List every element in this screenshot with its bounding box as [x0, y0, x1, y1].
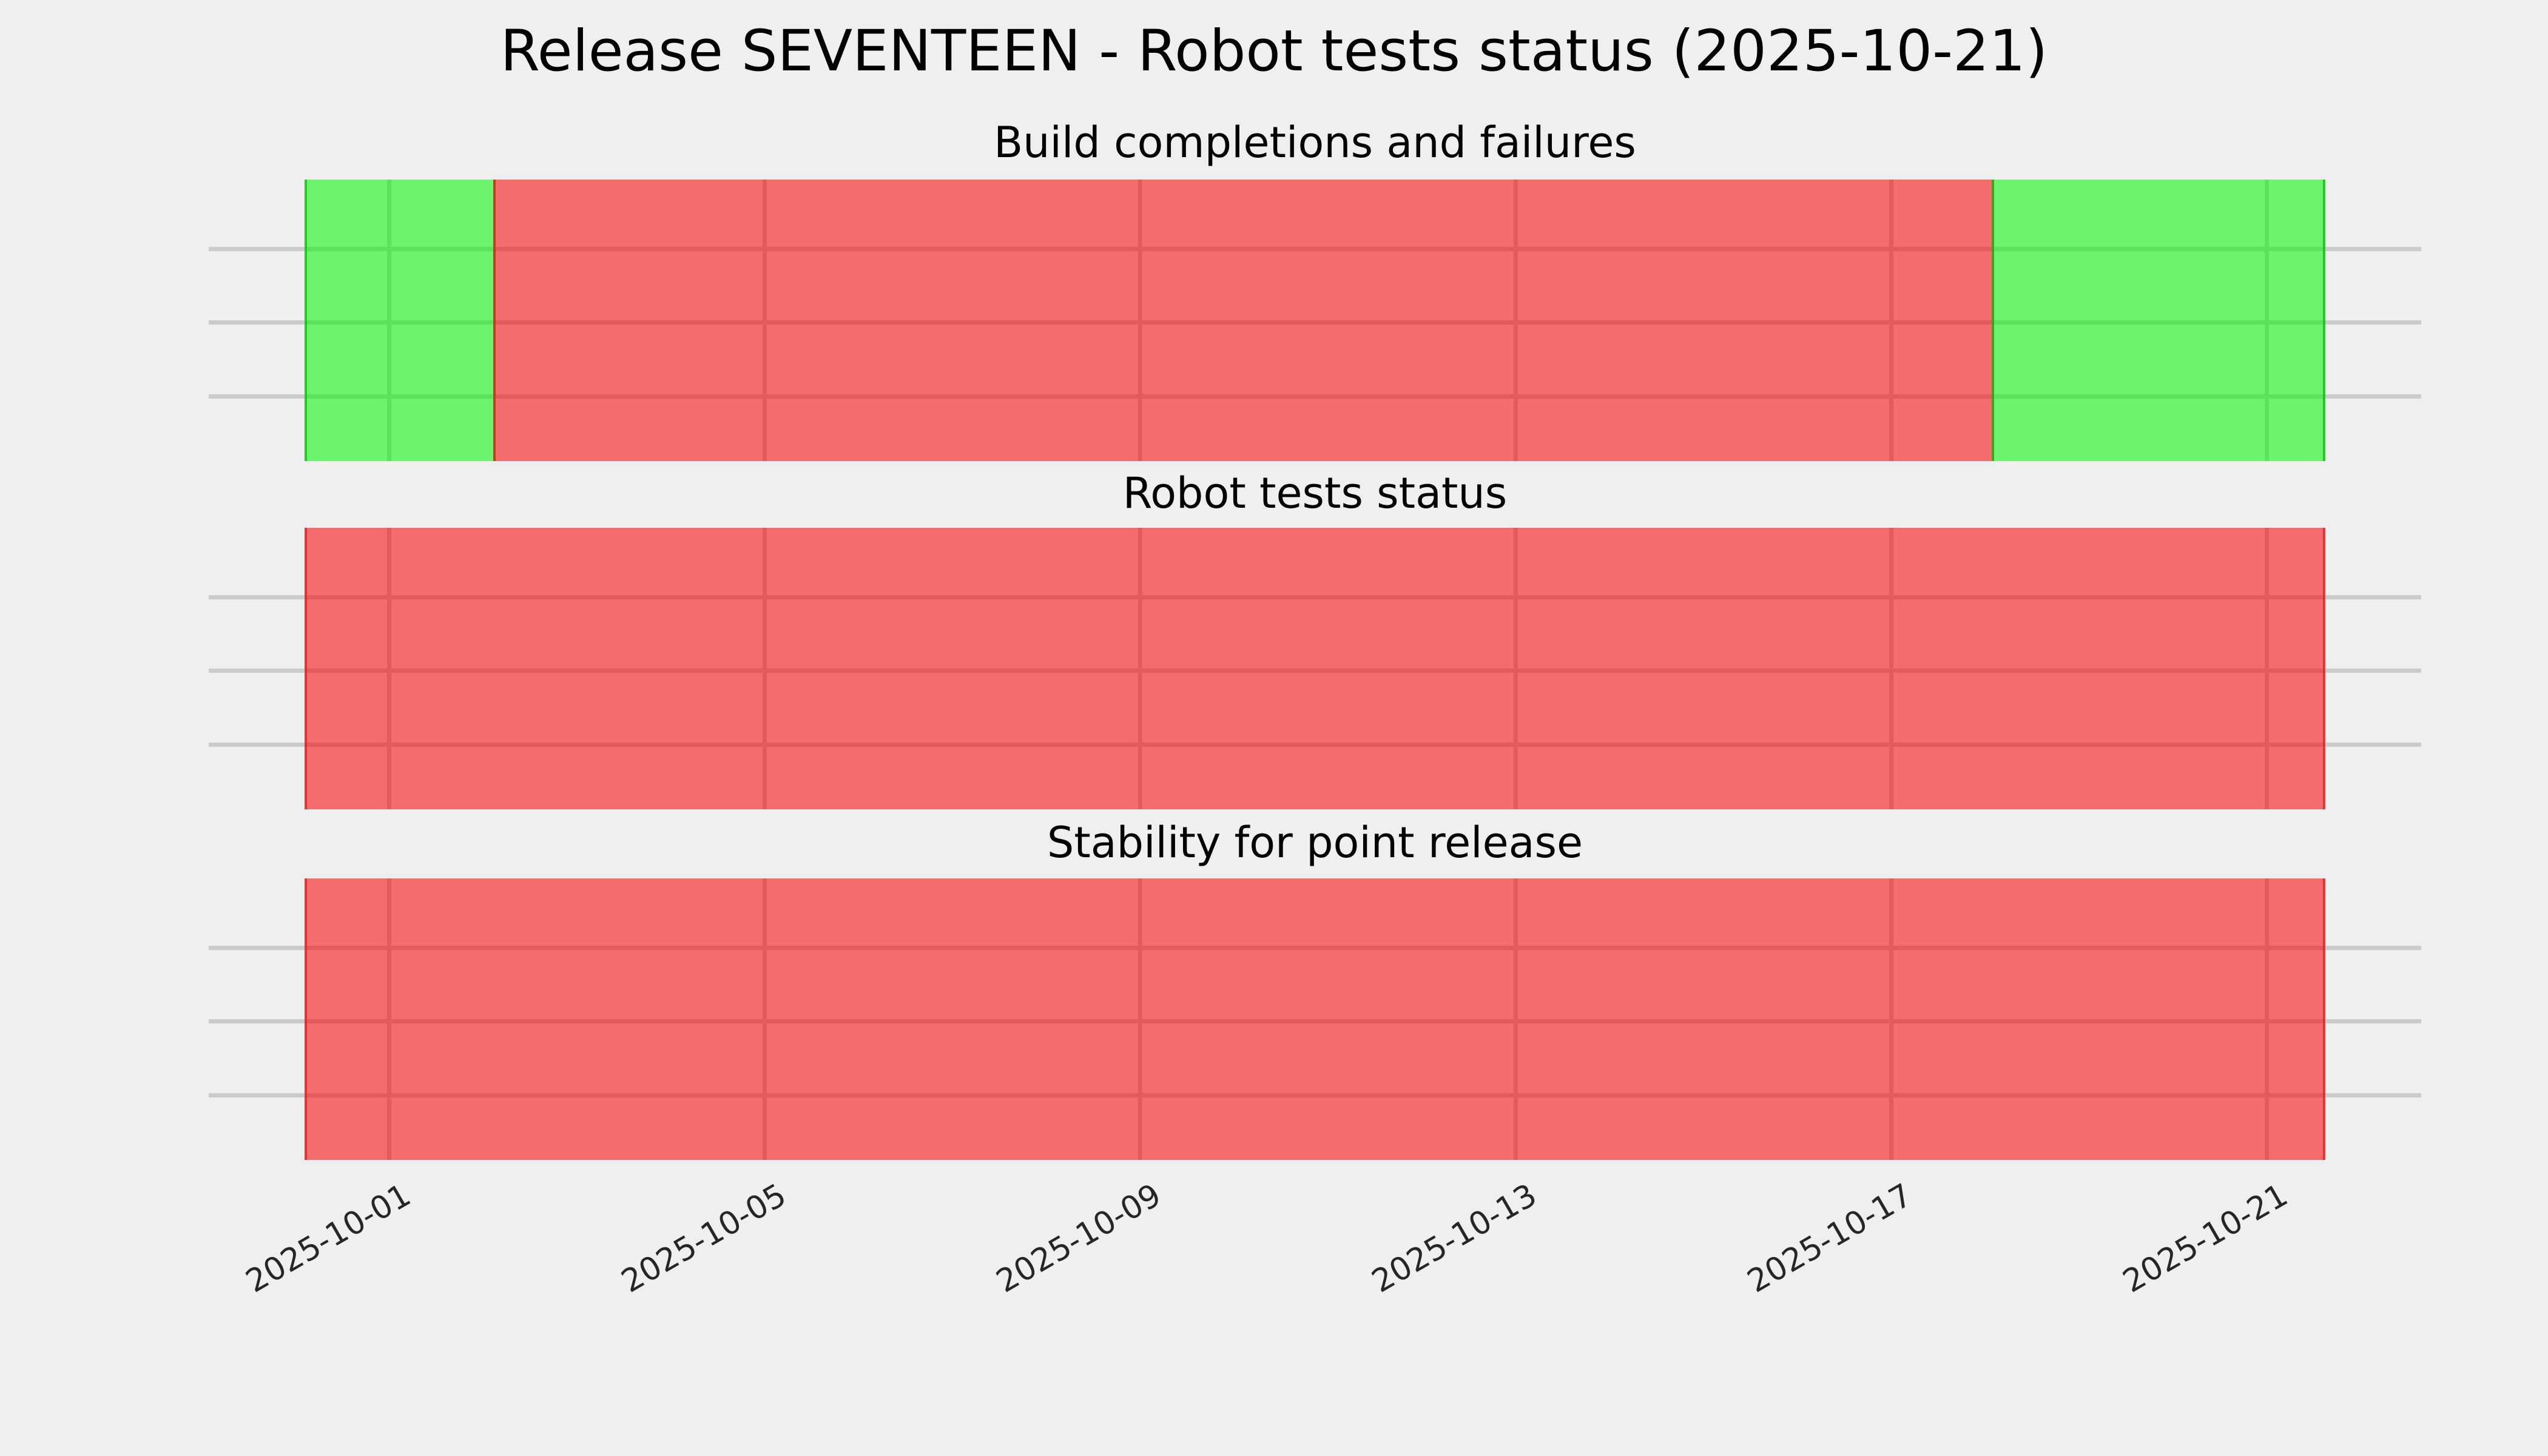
axes-stability — [209, 878, 2421, 1160]
axes-build-completions — [209, 180, 2421, 461]
segment-edge-pass — [1991, 180, 1994, 461]
x-tick-label: 2025-10-17 — [1741, 1177, 1919, 1301]
status-segment-fail — [306, 878, 2324, 1160]
segment-edge-fail — [493, 180, 496, 461]
segment-edge-fail — [2323, 878, 2325, 1160]
subplot-title-build-completions: Build completions and failures — [994, 118, 1636, 167]
x-tick-label: 2025-10-09 — [990, 1177, 1168, 1301]
x-tick-label: 2025-10-13 — [1366, 1177, 1543, 1301]
status-segment-fail — [494, 180, 1993, 461]
figure-title: Release SEVENTEEN - Robot tests status (… — [500, 18, 2048, 84]
x-tick-label: 2025-10-01 — [240, 1177, 417, 1301]
status-segment-pass — [306, 180, 495, 461]
segment-edge-pass — [2323, 180, 2325, 461]
status-segment-fail — [306, 528, 2324, 809]
segment-edge-fail — [2323, 528, 2325, 809]
status-segment-pass — [1992, 180, 2324, 461]
x-tick-label: 2025-10-21 — [2117, 1177, 2294, 1301]
segment-edge-fail — [305, 528, 307, 809]
subplot-title-robot-tests: Robot tests status — [1122, 468, 1508, 518]
segment-edge-fail — [305, 878, 307, 1160]
subplot-title-stability: Stability for point release — [1046, 818, 1583, 868]
axes-robot-tests — [209, 528, 2421, 809]
x-tick-label: 2025-10-05 — [615, 1177, 792, 1301]
segment-edge-pass — [305, 180, 307, 461]
